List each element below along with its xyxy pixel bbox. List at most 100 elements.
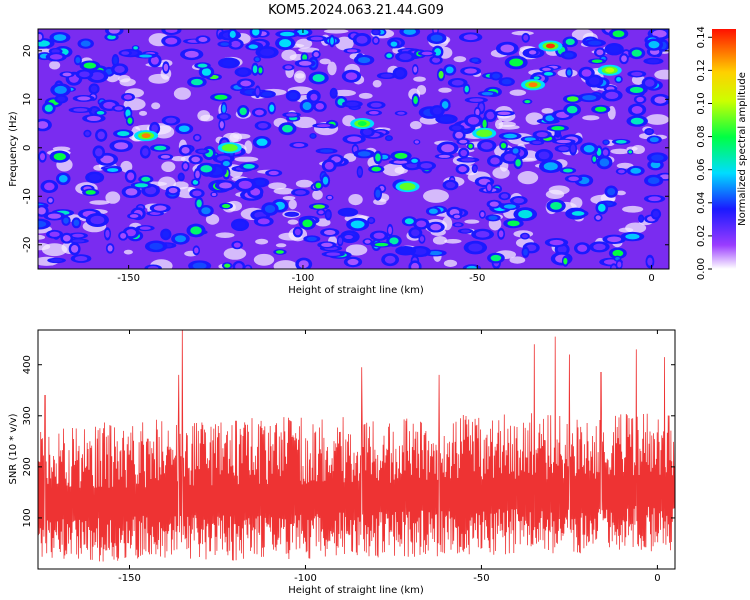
heatmap-blob-core: [53, 152, 66, 161]
heatmap-blob-core: [411, 229, 420, 237]
heatmap-blob-core: [439, 116, 454, 122]
heatmap-trough: [413, 76, 426, 82]
heatmap-blob-core: [486, 111, 495, 120]
snr-x-axis-label: Height of straight line (km): [288, 585, 424, 596]
heatmap-blob-core: [220, 42, 229, 46]
heatmap-blob-core: [480, 211, 485, 218]
heatmap-blob-core: [105, 68, 113, 75]
heatmap-blob-core: [432, 57, 441, 63]
heatmap-trough: [38, 234, 46, 240]
heatmap-blob-core: [57, 96, 66, 102]
snr-panel: -150 -100 -50 0 100 200 300 400 Height of stra…: [8, 329, 676, 596]
heatmap-blob-core: [652, 29, 667, 38]
heatmap-blob-core: [258, 122, 269, 129]
heatmap-blob-core: [211, 192, 217, 197]
heatmap-blob-core: [563, 257, 568, 265]
heatmap-blob-core: [105, 229, 110, 238]
y-tick-label: 10: [22, 93, 33, 106]
heatmap-blob-core: [350, 220, 365, 229]
heatmap-blob-core: [100, 155, 114, 164]
heatmap-blob-core: [248, 44, 258, 49]
heatmap-blob-core: [254, 57, 260, 62]
heatmap-blob-core: [127, 172, 135, 181]
heatmap-blob-core: [179, 174, 184, 180]
heatmap-blob-core: [413, 248, 427, 255]
heatmap-blob-core: [121, 51, 130, 55]
heatmap-blob-core: [595, 215, 601, 220]
heatmap-blob-core: [603, 259, 619, 265]
heatmap-blob-core: [453, 214, 461, 219]
heatmap-trough: [123, 249, 133, 255]
heatmap-blob-core: [568, 176, 579, 181]
colorbar-tick-label: 0.08: [696, 125, 707, 147]
heatmap-peak: [403, 184, 413, 189]
heatmap-blob-core: [38, 207, 46, 215]
heatmap-blob-core: [438, 154, 451, 158]
heatmap-blob-core: [602, 149, 609, 156]
heatmap-blob-core: [165, 29, 178, 34]
heatmap-blob-core: [38, 220, 47, 228]
heatmap-blob-core: [168, 187, 178, 194]
heatmap-trough: [205, 214, 220, 225]
heatmap-blob-core: [390, 41, 398, 47]
heatmap-blob-core: [621, 55, 627, 62]
heatmap-blob-core: [543, 71, 554, 76]
heatmap-blob-core: [374, 242, 389, 247]
heatmap-blob-core: [625, 233, 640, 240]
heatmap-blob-core: [492, 73, 501, 79]
heatmap-blob-core: [107, 34, 116, 40]
heatmap-trough: [295, 179, 313, 188]
heatmap-blob-core: [330, 37, 334, 45]
heatmap-trough: [645, 114, 669, 125]
heatmap-x-axis: -150 -100 -50 0: [117, 29, 655, 284]
heatmap-blob-core: [481, 91, 494, 96]
heatmap-blob-core: [238, 180, 252, 189]
heatmap-blob-core: [114, 142, 129, 150]
heatmap-blob-core: [233, 242, 241, 248]
heatmap-blob-core: [114, 106, 123, 111]
x-tick-label: -150: [117, 273, 140, 284]
heatmap-blob-core: [598, 203, 606, 212]
heatmap-trough: [616, 190, 626, 196]
heatmap-blob-core: [49, 231, 60, 237]
heatmap-blob-core: [280, 31, 295, 37]
heatmap-blob-core: [315, 182, 322, 189]
heatmap-blob-core: [320, 149, 334, 153]
heatmap-blob-core: [607, 187, 616, 196]
colorbar-tick-label: 0.12: [696, 59, 707, 81]
heatmap-blob-core: [644, 79, 655, 87]
heatmap-blob-core: [487, 184, 492, 192]
heatmap-blob-core: [466, 265, 478, 269]
heatmap-blob-core: [147, 265, 159, 269]
heatmap-blob-core: [630, 117, 644, 125]
heatmap-blob-core: [58, 174, 68, 183]
heatmap-blob-core: [194, 247, 199, 254]
heatmap-blob-core: [428, 250, 443, 256]
colorbar-tick-label: 0.00: [696, 258, 707, 280]
heatmap-blob-core: [631, 71, 643, 77]
heatmap-blob-core: [63, 217, 69, 224]
heatmap-blob-core: [90, 72, 104, 81]
heatmap-blob-core: [331, 89, 337, 97]
heatmap-blob-core: [219, 114, 229, 119]
heatmap-blob-core: [106, 168, 119, 173]
y-tick-label: 20: [22, 44, 33, 57]
heatmap-blob-core: [54, 85, 67, 94]
heatmap-blob-core: [341, 209, 355, 215]
heatmap-blob-core: [545, 115, 555, 122]
heatmap-blob-core: [240, 80, 252, 87]
x-tick-label: 0: [654, 573, 660, 584]
heatmap-blob-core: [475, 231, 490, 238]
heatmap-blob-core: [399, 53, 412, 60]
heatmap-blob-core: [647, 257, 653, 266]
heatmap-blob-core: [72, 239, 85, 243]
heatmap-blob-core: [501, 79, 512, 85]
heatmap-trough: [327, 61, 337, 76]
heatmap-trough: [443, 259, 458, 267]
heatmap-blob-core: [72, 233, 84, 238]
colorbar-label: Normalized spectral amplitude: [737, 72, 748, 226]
heatmap-blob-core: [550, 202, 562, 210]
heatmap-blob-core: [326, 252, 341, 256]
heatmap-blob-core: [428, 208, 438, 214]
heatmap-trough: [118, 74, 131, 83]
